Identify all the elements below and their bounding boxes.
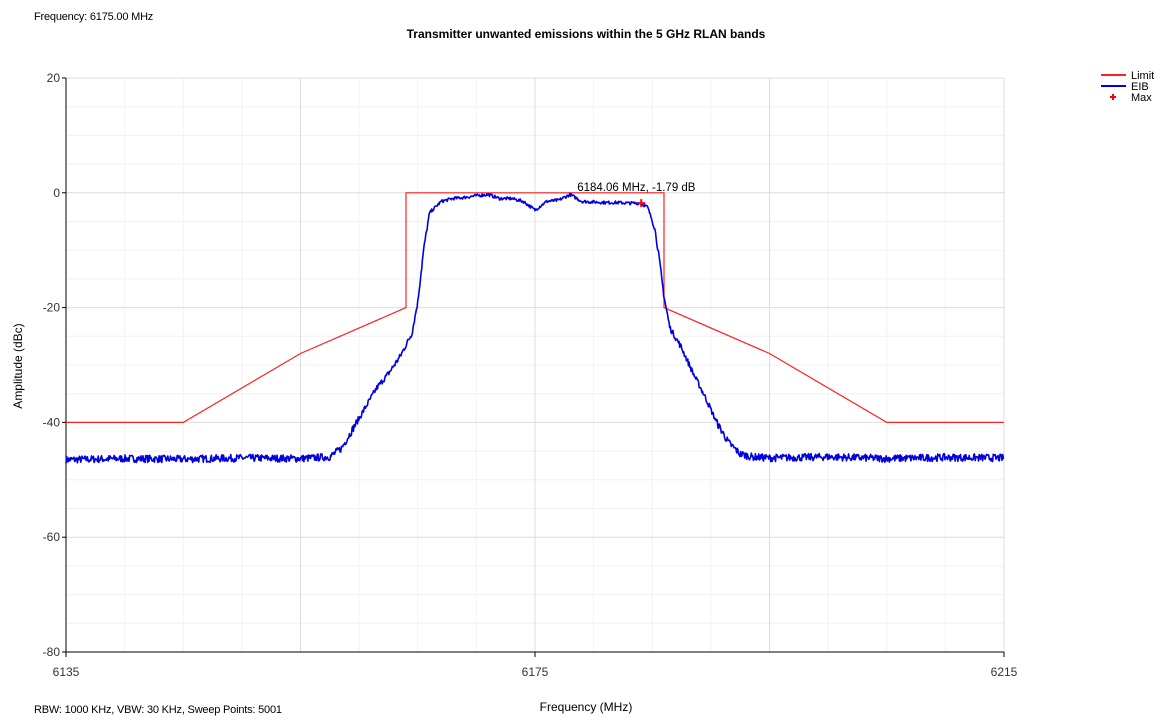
y-tick-label: -80 (43, 645, 61, 659)
legend-label-limit: Limit (1131, 70, 1154, 82)
x-tick-label: 6175 (522, 665, 549, 679)
legend-label-max: Max (1131, 92, 1152, 104)
y-tick-label: -20 (43, 301, 61, 315)
y-tick-label: 0 (53, 186, 60, 200)
x-axis-ticks: 6135 6175 6215 (53, 652, 1018, 679)
chart-title: Transmitter unwanted emissions within th… (407, 27, 766, 41)
x-axis-title: Frequency (MHz) (540, 700, 633, 714)
max-marker-point (637, 199, 646, 208)
series-limit-line (66, 192, 1004, 423)
x-tick-label: 6215 (991, 665, 1018, 679)
y-tick-label: -60 (43, 530, 61, 544)
y-axis-ticks: 20 0 -20 -40 -60 -80 (43, 71, 66, 659)
frequency-readout: Frequency: 6175.00 MHz (34, 11, 154, 23)
max-marker-layer: 6184.06 MHz, -1.79 dB (577, 182, 696, 208)
legend-label-eib: EIB (1131, 81, 1149, 93)
x-tick-label: 6135 (53, 665, 80, 679)
y-axis-title: Amplitude (dBc) (11, 323, 25, 408)
sweep-settings-info: RBW: 1000 KHz, VBW: 30 KHz, Sweep Points… (34, 704, 282, 716)
legend-swatch-max (1110, 94, 1116, 100)
max-marker-label: 6184.06 MHz, -1.79 dB (577, 182, 696, 194)
y-tick-label: -40 (43, 415, 61, 429)
y-tick-label: 20 (47, 71, 61, 85)
series-eib-line (65, 192, 1005, 464)
series-layer (65, 192, 1005, 464)
